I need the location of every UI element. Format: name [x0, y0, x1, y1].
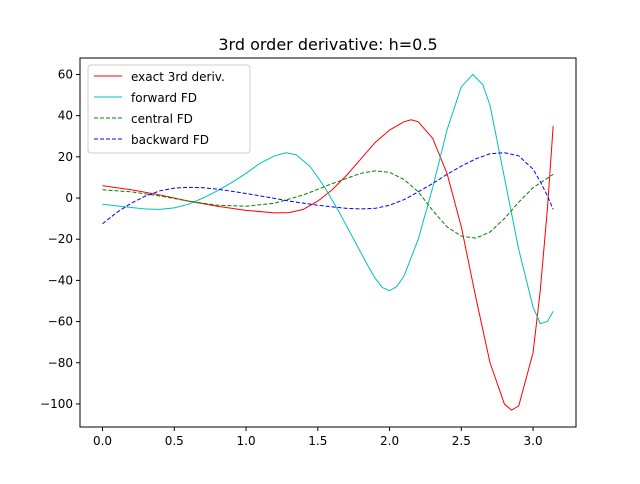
x-tick-label: 0.5 — [165, 434, 184, 448]
x-tick-label: 0.0 — [93, 434, 112, 448]
y-tick-label: −80 — [48, 356, 73, 370]
y-tick-label: 40 — [58, 109, 73, 123]
y-tick-label: −40 — [48, 273, 73, 287]
legend-box — [87, 64, 251, 154]
x-tick-label: 3.0 — [524, 434, 543, 448]
x-tick-label: 2.5 — [452, 434, 471, 448]
y-tick-label: 20 — [58, 150, 73, 164]
y-tick-label: −60 — [48, 315, 73, 329]
y-tick-label: −100 — [40, 397, 73, 411]
legend: exact 3rd deriv. forward FD central FD back… — [87, 64, 251, 154]
plot-lines — [102, 73, 554, 411]
x-axis: 0.0 0.5 1.0 1.5 2.0 2.5 3.0 — [93, 427, 543, 448]
y-tick-label: 0 — [65, 191, 73, 205]
x-tick-label: 2.0 — [380, 434, 399, 448]
y-tick-label: 60 — [58, 67, 73, 81]
series-line-backward-fd — [102, 152, 554, 225]
legend-label-backward-fd: backward FD — [131, 133, 209, 147]
chart-title: 3rd order derivative: h=0.5 — [218, 35, 437, 54]
legend-label-exact-3rd-deriv: exact 3rd deriv. — [131, 70, 225, 84]
legend-label-forward-fd: forward FD — [131, 91, 197, 105]
x-tick-label: 1.5 — [308, 434, 327, 448]
legend-label-central-fd: central FD — [131, 112, 193, 126]
series-line-central-fd — [102, 170, 554, 239]
series-line-exact-3rd-deriv — [102, 119, 554, 411]
x-tick-label: 1.0 — [237, 434, 256, 448]
y-tick-label: −20 — [48, 232, 73, 246]
y-axis: 60 40 20 0 −20 −40 −60 −80 −100 — [40, 67, 80, 411]
series-line-forward-fd — [102, 73, 554, 325]
plot-frame — [79, 57, 577, 428]
